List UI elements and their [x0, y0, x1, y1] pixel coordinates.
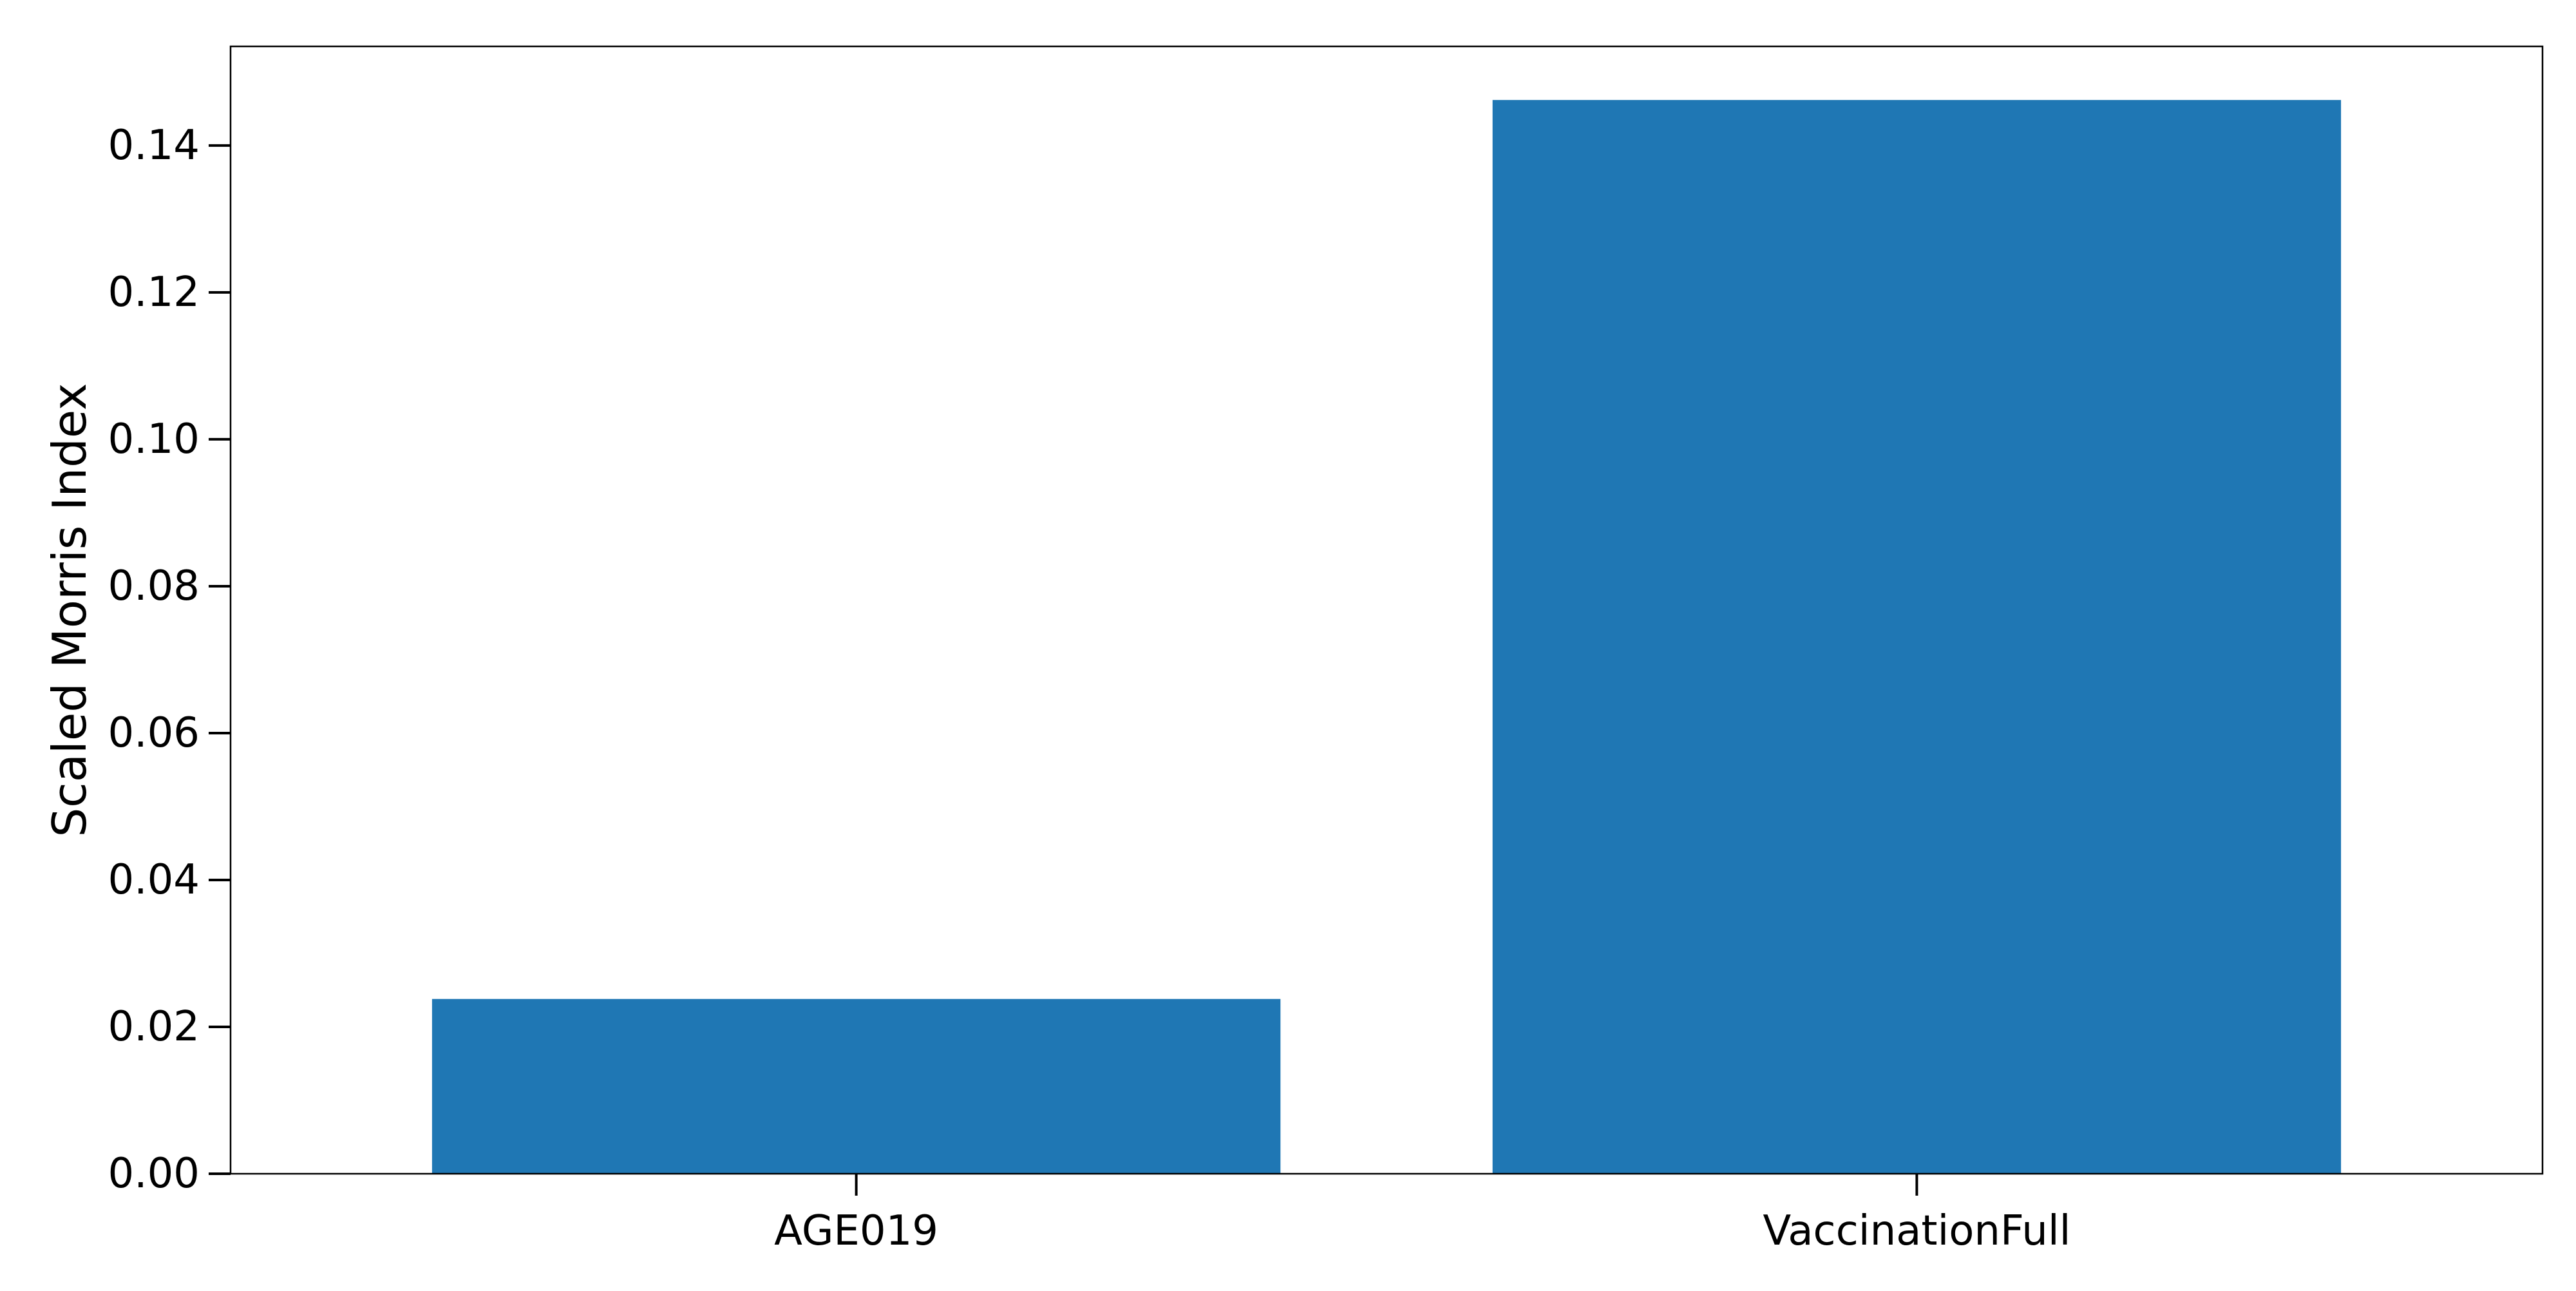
y-axis-ticks: 0.00 0.02 0.04 0.06 0.08 0.10 0.12 0.14	[108, 122, 231, 1198]
y-tick-label: 0.08	[108, 562, 200, 610]
x-tick-label: AGE019	[774, 1207, 938, 1255]
bar-vaccinationfull	[1492, 100, 2342, 1174]
y-tick-label: 0.12	[108, 269, 200, 316]
x-tick-label: VaccinationFull	[1763, 1207, 2070, 1255]
y-tick-label: 0.06	[108, 709, 200, 757]
y-tick-label: 0.14	[108, 122, 200, 169]
axes-layer	[229, 45, 2544, 1175]
y-tick-label: 0.10	[108, 416, 200, 463]
y-tick-label: 0.02	[108, 1003, 200, 1051]
y-tick-label: 0.04	[108, 856, 200, 904]
y-axis-label: Scaled Morris Index	[43, 383, 97, 837]
bar-age019	[431, 999, 1281, 1174]
bars-layer	[431, 100, 2342, 1174]
plot-frame	[229, 45, 2544, 1175]
y-tick-label: 0.00	[108, 1150, 200, 1198]
x-axis-ticks: AGE019 VaccinationFull	[774, 1174, 2070, 1255]
